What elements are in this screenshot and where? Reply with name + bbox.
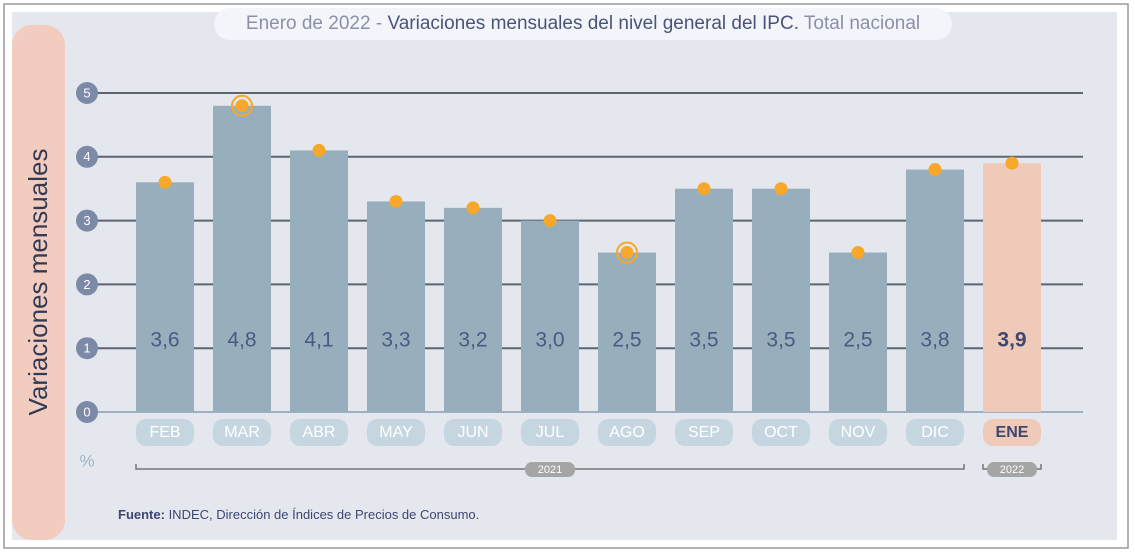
- group-pill: [987, 462, 1037, 477]
- y-tick-label: 4: [83, 149, 90, 164]
- y-tick-badge: [76, 337, 98, 360]
- category-pill: [290, 419, 348, 446]
- value-label: 4,1: [304, 329, 333, 352]
- dot: [620, 246, 634, 259]
- group-label: 2022: [1000, 464, 1024, 476]
- category-pill: [367, 419, 425, 446]
- chart-title: Enero de 2022 - Variaciones mensuales de…: [246, 13, 920, 34]
- category-pill: [521, 419, 579, 446]
- value-label: 4,8: [227, 329, 256, 352]
- x-tick-label: JUL: [536, 424, 565, 441]
- title-part: Enero de 2022 -: [246, 13, 388, 34]
- category-pill: [983, 419, 1041, 446]
- bar: [290, 150, 348, 413]
- value-label: 3,0: [535, 329, 564, 352]
- bar: [521, 220, 579, 412]
- title-part: Total nacional: [799, 13, 920, 34]
- y-tick-badge: [76, 82, 98, 104]
- dot: [312, 143, 326, 157]
- category-pill: [598, 419, 656, 446]
- y-tick-badge: [76, 209, 98, 232]
- dot: [389, 194, 403, 208]
- bar: [598, 252, 656, 412]
- x-tick-label: DIC: [921, 424, 949, 441]
- value-label: 3,3: [381, 329, 410, 352]
- y-tick-badge: [76, 145, 98, 168]
- group-label: 2021: [538, 464, 562, 476]
- category-pill: [213, 419, 271, 446]
- category-pill: [752, 419, 810, 446]
- dot: [774, 182, 788, 196]
- x-tick-label: JUN: [457, 424, 488, 441]
- value-label: 3,2: [458, 329, 487, 352]
- highlight-ring: [231, 94, 253, 117]
- y-tick-badge: [76, 273, 98, 296]
- x-tick-label: MAR: [224, 424, 260, 441]
- dot: [466, 201, 480, 215]
- value-label: 3,8: [920, 329, 949, 352]
- highlight-ring: [616, 241, 638, 264]
- x-tick-label: AGO: [609, 424, 645, 441]
- bar: [136, 182, 194, 412]
- category-pill: [829, 419, 887, 446]
- value-label: 3,9: [997, 329, 1026, 352]
- x-tick-label: FEB: [149, 424, 180, 441]
- dot: [851, 246, 865, 259]
- dot: [158, 175, 172, 189]
- category-pill: [675, 419, 733, 446]
- title-pill: [214, 8, 952, 40]
- y-axis-label: Variaciones mensuales: [23, 149, 53, 416]
- category-pill: [136, 419, 194, 446]
- source: Fuente: INDEC, Dirección de Índices de P…: [118, 507, 479, 522]
- dot: [928, 163, 942, 177]
- x-tick-label: OCT: [764, 424, 798, 441]
- y-tick-label: 0: [83, 404, 90, 419]
- bar: [675, 188, 733, 412]
- value-label: 2,5: [612, 329, 641, 352]
- value-label: 2,5: [843, 329, 872, 352]
- x-tick-label: ABR: [303, 424, 336, 441]
- dot: [543, 214, 557, 228]
- value-label: 3,6: [150, 329, 179, 352]
- y-tick-label: 5: [83, 85, 90, 100]
- bar: [906, 169, 964, 412]
- bar: [752, 188, 810, 412]
- bar: [213, 105, 271, 412]
- plot: 0 1 2 3 4 5 3,6 FEB 4,8 MAR 4,1 ABR 3,3 MAY 3,2 JUN 3,0 J…: [76, 82, 1083, 477]
- source-text: INDEC, Dirección de Índices de Precios d…: [165, 507, 479, 522]
- unit-label: %: [79, 451, 94, 470]
- source-label: Fuente:: [118, 507, 165, 522]
- bar: [444, 207, 502, 412]
- dot: [697, 182, 711, 196]
- y-tick-label: 2: [83, 277, 90, 292]
- bar: [367, 201, 425, 412]
- bar: [983, 163, 1041, 412]
- x-tick-label: ENE: [996, 424, 1029, 441]
- dot: [1005, 156, 1019, 170]
- x-tick-label: SEP: [688, 424, 720, 441]
- bar: [829, 252, 887, 412]
- value-label: 3,5: [689, 329, 718, 352]
- x-tick-label: NOV: [841, 424, 876, 441]
- side-panel: [12, 25, 65, 540]
- y-tick-label: 1: [83, 341, 90, 356]
- value-label: 3,5: [766, 329, 795, 352]
- dot: [235, 99, 249, 113]
- category-pill: [444, 419, 502, 446]
- title-part: Variaciones mensuales del nivel general …: [387, 13, 799, 34]
- x-tick-label: MAY: [379, 424, 413, 441]
- y-tick-label: 3: [83, 213, 90, 228]
- group-pill: [525, 462, 575, 477]
- category-pill: [906, 419, 964, 446]
- y-tick-badge: [76, 401, 98, 423]
